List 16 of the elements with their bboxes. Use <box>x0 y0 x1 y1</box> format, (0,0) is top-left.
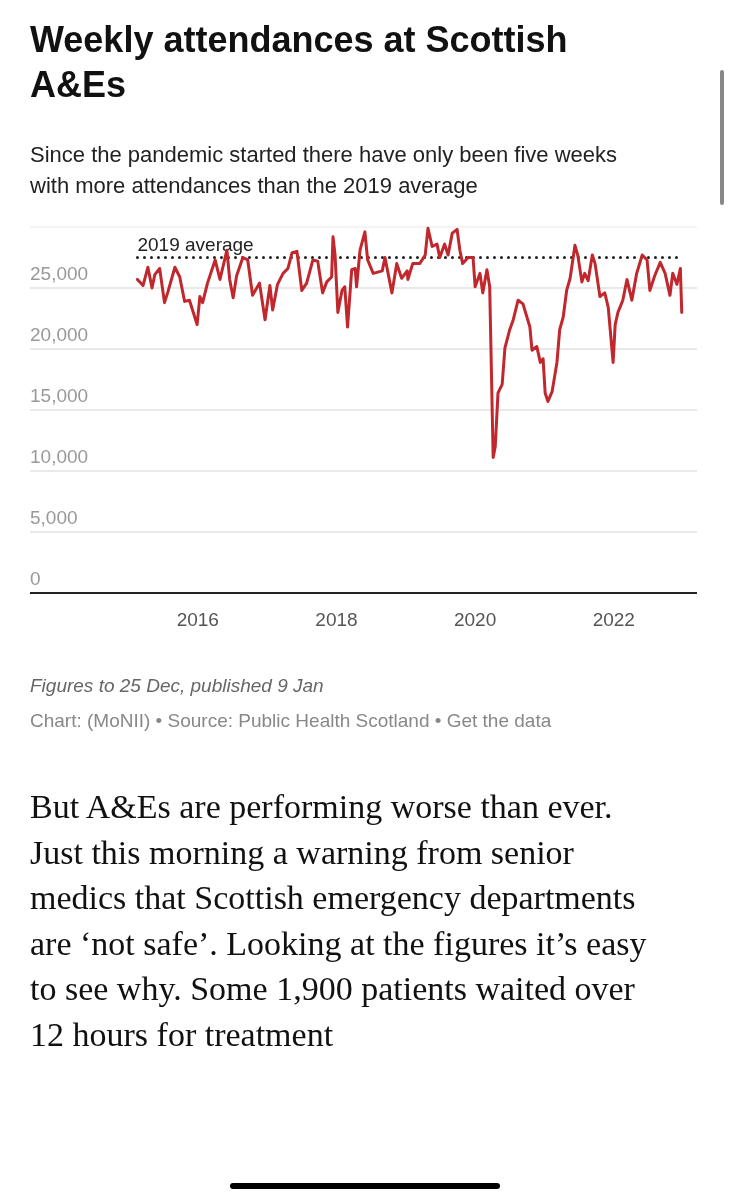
y-tick-label: 0 <box>30 568 41 589</box>
ref-line-label: 2019 average <box>137 233 254 255</box>
text: Chart: (MoNII) • Source: Public Health Scotland • Get the data <box>30 710 552 731</box>
x-tick-label: 2018 <box>315 609 358 630</box>
y-tick-label: 5,000 <box>30 507 78 528</box>
y-tick-label: 20,000 <box>30 324 89 345</box>
y-tick-label: 10,000 <box>30 446 89 467</box>
y-tick-label: 25,000 <box>30 263 89 284</box>
x-tick-label: 2016 <box>176 609 219 630</box>
text: But A&Es are performing worse than ever. Just this morning a warning from senior medics that Scottish emergency departments are ‘not safe’. Looking at the figures it’s easy to see why. Some 1,900 patients waited over 12 hours for treatment <box>30 788 647 1053</box>
x-tick-label: 2020 <box>453 609 497 630</box>
chart-title: Weekly attendances at Scottish A&Es <box>30 19 568 105</box>
text: Figures to 25 Dec, published 9 Jan <box>30 675 324 696</box>
chart-subtitle: Since the pandemic started there have only been five weeks with more attendances than the 2019 average <box>29 142 618 198</box>
x-tick-label: 2022 <box>592 609 635 630</box>
y-tick-label: 15,000 <box>30 385 89 406</box>
